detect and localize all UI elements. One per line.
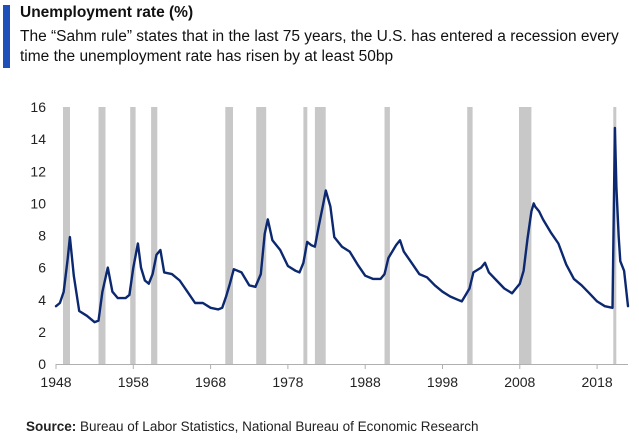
x-tick-label: 1998	[427, 374, 458, 390]
source-label: Source:	[26, 419, 77, 434]
unemployment-rate-line	[54, 126, 630, 324]
x-tick-label: 2018	[582, 374, 613, 390]
x-tick-label: 1948	[40, 374, 71, 390]
source-note: Source: Bureau of Labor Statistics, Nati…	[26, 419, 478, 434]
x-tick-label: 1988	[350, 374, 381, 390]
recession-band-12	[613, 107, 617, 364]
y-tick-label: 2	[38, 324, 46, 340]
chart-subtitle: The “Sahm rule” states that in the last …	[20, 28, 619, 65]
x-tick-label: 1958	[118, 374, 149, 390]
y-tick-label: 16	[30, 99, 46, 115]
title-accent-bar	[3, 5, 10, 68]
recession-band-8	[314, 107, 326, 364]
recession-band-3	[130, 107, 136, 364]
y-tick-label: 12	[30, 163, 46, 179]
recession-band-1	[63, 107, 70, 364]
y-tick-label: 14	[30, 131, 46, 147]
recession-band-10	[467, 107, 473, 364]
chart-axes: 0 2 4 6 8 10 12 14 16 1948 1958 1968 1978 1988 1998 200…	[30, 99, 628, 390]
unemployment-series	[54, 126, 630, 324]
recession-band-9	[384, 107, 390, 364]
chart-title: Unemployment rate (%)	[20, 4, 194, 21]
source-text: Bureau of Labor Statistics, National Bur…	[76, 419, 479, 434]
recession-band-2	[98, 107, 106, 364]
y-tick-label: 4	[38, 292, 46, 308]
y-tick-label: 8	[38, 228, 46, 244]
recession-band-4	[151, 107, 158, 364]
x-tick-label: 1978	[272, 374, 303, 390]
y-tick-label: 0	[38, 356, 46, 372]
y-tick-label: 6	[38, 260, 46, 276]
recession-band-6	[256, 107, 267, 364]
x-tick-label: 2008	[504, 374, 535, 390]
recession-band-11	[519, 107, 532, 364]
recession-bands	[63, 107, 617, 364]
x-tick-label: 1968	[195, 374, 226, 390]
y-tick-label: 10	[30, 195, 46, 211]
recession-band-7	[303, 107, 308, 364]
recession-band-5	[225, 107, 233, 364]
